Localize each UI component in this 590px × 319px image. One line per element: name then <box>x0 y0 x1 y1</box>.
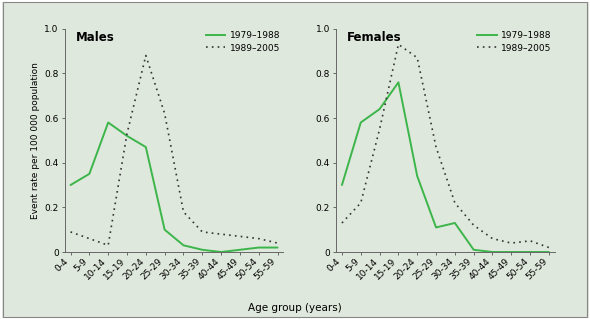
Text: Males: Males <box>76 31 114 44</box>
Legend: 1979–1988, 1989–2005: 1979–1988, 1989–2005 <box>476 31 553 54</box>
Text: Age group (years): Age group (years) <box>248 303 342 313</box>
Y-axis label: Event rate per 100 000 population: Event rate per 100 000 population <box>31 62 40 219</box>
Legend: 1979–1988, 1989–2005: 1979–1988, 1989–2005 <box>205 31 281 54</box>
Text: Females: Females <box>347 31 402 44</box>
